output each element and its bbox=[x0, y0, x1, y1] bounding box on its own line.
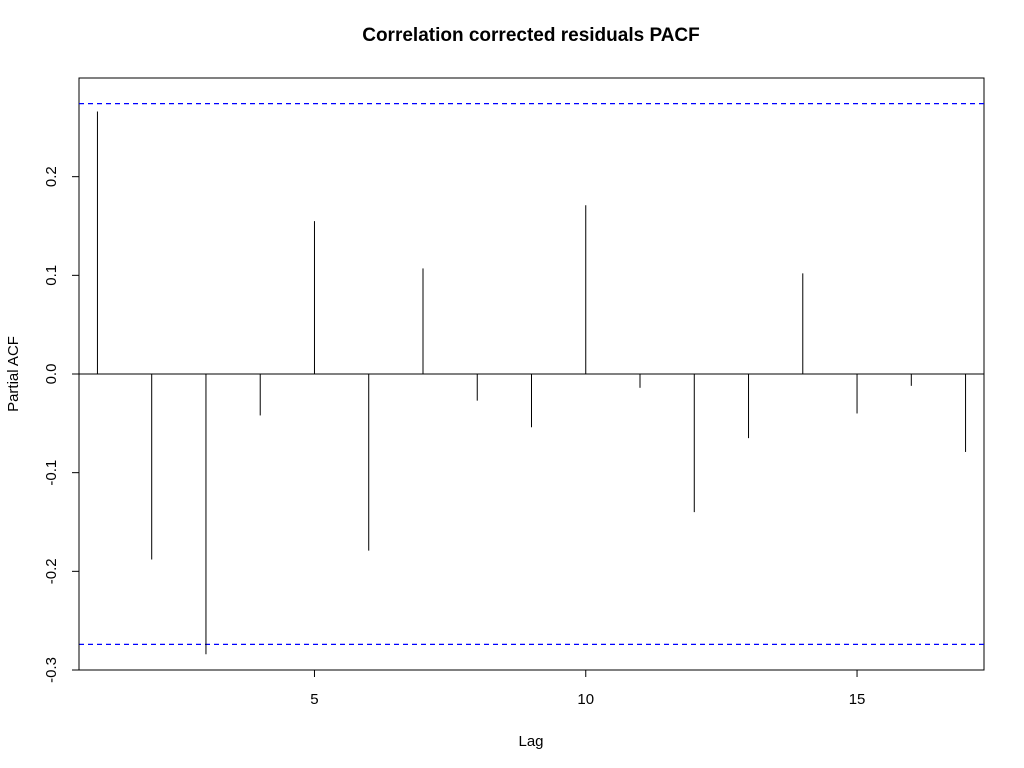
y-tick-label: -0.2 bbox=[43, 558, 60, 584]
y-tick-label: 0.0 bbox=[43, 364, 60, 385]
y-axis: -0.3 -0.2 -0.1 0.0 0.1 0.2 bbox=[43, 166, 80, 683]
y-tick-label: 0.2 bbox=[43, 166, 60, 187]
y-axis-label: Partial ACF bbox=[5, 336, 22, 412]
chart-title: Correlation corrected residuals PACF bbox=[362, 25, 700, 46]
x-axis: 5 10 15 bbox=[310, 669, 866, 708]
confidence-bounds bbox=[79, 103, 984, 645]
pacf-bars bbox=[96, 111, 967, 655]
y-tick-label: -0.1 bbox=[43, 460, 60, 486]
x-tick-label: 10 bbox=[577, 691, 594, 708]
x-axis-label: Lag bbox=[518, 733, 543, 750]
y-tick-label: -0.3 bbox=[43, 657, 60, 683]
y-tick-label: 0.1 bbox=[43, 265, 60, 286]
x-tick-label: 15 bbox=[849, 691, 866, 708]
x-tick-label: 5 bbox=[310, 691, 318, 708]
